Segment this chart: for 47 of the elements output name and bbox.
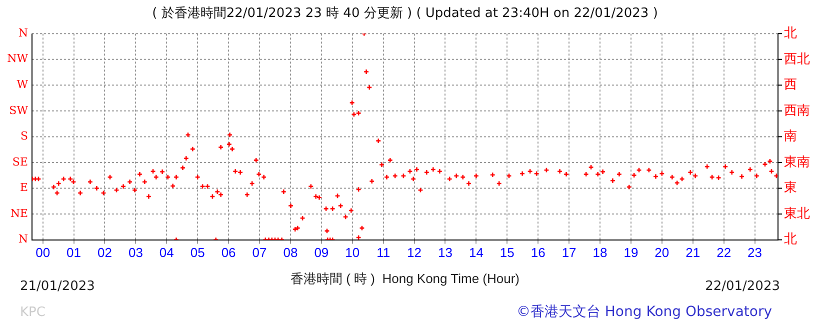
text: 21/01/2023 — [20, 279, 95, 294]
x-tick-label: 13 — [438, 245, 452, 260]
x-tick-label: 11 — [376, 245, 390, 260]
x-tick-label: 23 — [748, 245, 762, 260]
x-tick-label: 05 — [190, 245, 205, 260]
x-tick-label: 08 — [283, 245, 298, 260]
text: ©香港天文台 Hong Kong Observatory — [516, 303, 772, 321]
text: 東 — [784, 180, 797, 196]
x-tick-label: 18 — [592, 245, 608, 260]
x-tick-label: 17 — [562, 245, 576, 260]
chart-title: ( 於香港時間22/01/2023 23 時 40 分更新 ) ( Updated at 23:40H on 22/01/2023 ) — [152, 6, 658, 22]
x-tick-label: 01 — [66, 245, 82, 260]
x-tick-label: 04 — [159, 245, 174, 260]
x-tick-label: 14 — [468, 245, 484, 260]
text: W — [16, 78, 29, 92]
x-tick-label: 19 — [624, 245, 638, 260]
text: S — [20, 130, 28, 143]
x-tick-label: 16 — [530, 245, 546, 260]
x-axis-title: 香港時間 ( 時 ) Hong Kong Time (Hour) — [290, 270, 520, 286]
x-tick-label: 21 — [686, 245, 700, 260]
x-tick-label: 15 — [500, 245, 514, 260]
text: NE — [10, 206, 28, 220]
text: 東南 — [784, 154, 810, 170]
text: 西南 — [784, 103, 810, 118]
text: N — [18, 26, 28, 40]
text: SE — [12, 155, 28, 168]
x-tick-label: 10 — [345, 245, 360, 260]
text: SW — [9, 104, 29, 117]
text: NW — [7, 52, 29, 66]
text: 西 — [784, 78, 797, 93]
text: E — [20, 181, 28, 194]
x-tick-label: 12 — [407, 245, 422, 260]
x-tick-label: 02 — [98, 245, 112, 260]
x-tick-label: 06 — [221, 245, 236, 260]
text: 南 — [784, 129, 797, 144]
text: N — [18, 232, 28, 246]
x-tick-label: 20 — [654, 245, 670, 260]
text: 東北 — [784, 206, 810, 222]
text: 北 — [784, 232, 797, 248]
x-tick-label: 00 — [36, 245, 50, 260]
x-tick-label: 03 — [128, 245, 143, 260]
x-tick-label: 07 — [252, 245, 267, 260]
text: 北 — [784, 26, 797, 41]
text: 22/01/2023 — [705, 279, 780, 294]
x-tick-label: 09 — [314, 245, 329, 260]
x-tick-label: 22 — [716, 245, 732, 260]
text: 西北 — [784, 52, 810, 67]
